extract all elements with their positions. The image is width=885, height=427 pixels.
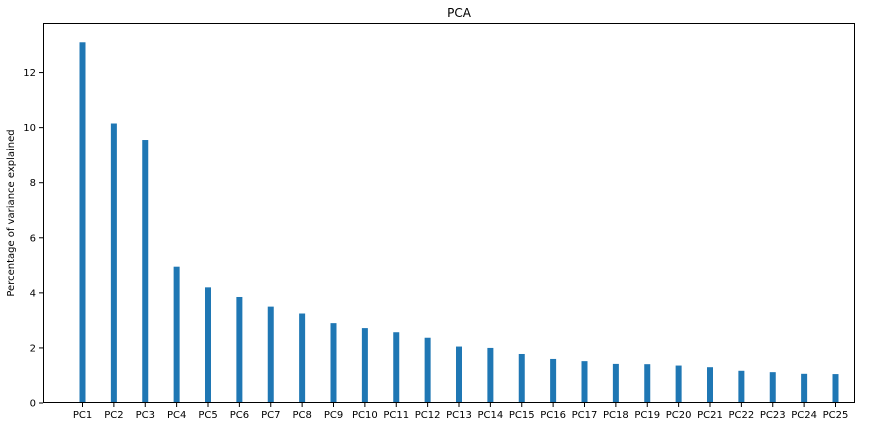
y-tick-label: 4 — [30, 288, 36, 299]
x-tick-label: PC11 — [383, 410, 409, 421]
x-tick-label: PC1 — [73, 410, 92, 421]
chart-title: PCA — [447, 6, 472, 20]
bar-pc15 — [518, 353, 525, 403]
x-tick-label: PC13 — [446, 410, 472, 421]
bar-pc22 — [738, 370, 745, 403]
bar-pc1 — [79, 42, 86, 404]
bar-pc4 — [173, 266, 180, 403]
x-tick-label: PC18 — [603, 410, 629, 421]
bar-pc13 — [456, 346, 462, 403]
x-tick-label: PC19 — [634, 410, 660, 421]
x-tick-label: PC2 — [104, 410, 123, 421]
y-tick-label: 2 — [30, 343, 36, 354]
y-tick-label: 6 — [30, 233, 36, 244]
x-tick-label: PC4 — [167, 410, 186, 421]
x-tick-label: PC3 — [136, 410, 155, 421]
x-tick-label: PC16 — [540, 410, 566, 421]
bar-pc18 — [612, 363, 619, 403]
bar-pc11 — [393, 332, 400, 403]
x-tick-label: PC14 — [478, 410, 504, 421]
bar-pc2 — [110, 123, 117, 403]
bar-pc16 — [550, 358, 557, 403]
x-tick-label: PC10 — [352, 410, 378, 421]
x-tick-label: PC21 — [697, 410, 723, 421]
bar-pc8 — [299, 313, 306, 403]
y-tick-label: 12 — [23, 68, 36, 79]
bar-pc23 — [769, 372, 776, 403]
x-tick-label: PC6 — [230, 410, 249, 421]
bar-pc10 — [361, 328, 368, 403]
x-tick-label: PC25 — [823, 410, 849, 421]
x-tick-label: PC20 — [666, 410, 692, 421]
y-axis-ticks: 0 2 4 6 8 10 12 — [23, 68, 43, 410]
x-axis-ticks: PC1 PC2 PC3 PC4 PC5 PC6 PC7 PC8 PC9 PC10 PC11 PC12 P… — [73, 403, 849, 421]
bar-pc20 — [675, 365, 682, 403]
bar-pc7 — [267, 306, 274, 403]
bar-pc9 — [330, 323, 337, 403]
bars-group — [79, 42, 839, 404]
x-tick-label: PC5 — [198, 410, 217, 421]
bar-pc19 — [644, 364, 651, 403]
y-tick-label: 8 — [30, 178, 36, 189]
x-tick-label: PC17 — [572, 410, 598, 421]
x-tick-label: PC23 — [760, 410, 786, 421]
bar-pc17 — [581, 361, 588, 403]
x-tick-label: PC22 — [729, 410, 755, 421]
bar-pc12 — [424, 337, 431, 403]
x-tick-label: PC24 — [791, 410, 817, 421]
bar-pc3 — [142, 140, 149, 403]
y-axis-label: Percentage of variance explained — [6, 129, 17, 296]
bar-pc24 — [801, 373, 808, 403]
bar-pc25 — [832, 374, 839, 403]
y-tick-label: 10 — [23, 123, 36, 134]
plot-frame — [43, 23, 855, 403]
bar-pc14 — [487, 347, 494, 403]
bar-pc6 — [236, 296, 243, 403]
bar-pc21 — [707, 367, 713, 403]
y-tick-label: 0 — [30, 399, 36, 410]
x-tick-label: PC15 — [509, 410, 535, 421]
bar-pc5 — [205, 287, 211, 403]
x-tick-label: PC8 — [292, 410, 311, 421]
x-tick-label: PC12 — [415, 410, 441, 421]
x-tick-label: PC7 — [261, 410, 280, 421]
x-tick-label: PC9 — [324, 410, 343, 421]
